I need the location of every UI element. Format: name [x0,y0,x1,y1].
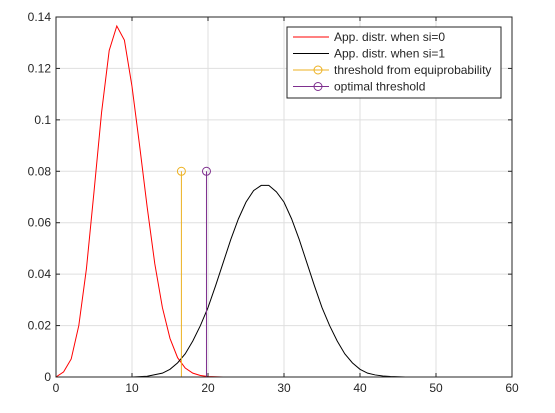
y-tick-label: 0.08 [28,164,52,178]
stem-marker [176,166,186,176]
x-tick-label: 60 [505,381,519,395]
legend-label: App. distr. when si=0 [334,30,445,44]
x-tick-label: 30 [277,381,291,395]
legend-label: threshold from equiprobability [334,63,491,77]
legend: App. distr. when si=0 App. distr. when si… [286,26,502,99]
stem-marker [201,166,211,176]
y-tick-label: 0.02 [28,319,52,333]
legend-marker [313,65,323,75]
ticks: 0 10 20 30 40 50 60 0 0.02 0.04 0.06 0.08 0.1 0.12 0.1… [28,10,519,395]
y-tick-label: 0.06 [28,216,52,230]
x-tick-label: 50 [429,381,443,395]
x-tick-label: 20 [201,381,215,395]
y-tick-label: 0.14 [28,10,52,24]
y-tick-label: 0 [44,370,51,384]
y-tick-label: 0.1 [34,113,51,127]
legend-marker [313,82,323,91]
x-tick-label: 0 [53,381,60,395]
y-tick-label: 0.04 [28,267,52,281]
x-tick-label: 10 [125,381,139,395]
x-tick-label: 40 [353,381,367,395]
legend-label: optimal threshold [334,80,425,94]
series-line [56,184,512,378]
legend-label: App. distr. when si=1 [334,47,445,61]
y-tick-label: 0.12 [28,61,52,75]
